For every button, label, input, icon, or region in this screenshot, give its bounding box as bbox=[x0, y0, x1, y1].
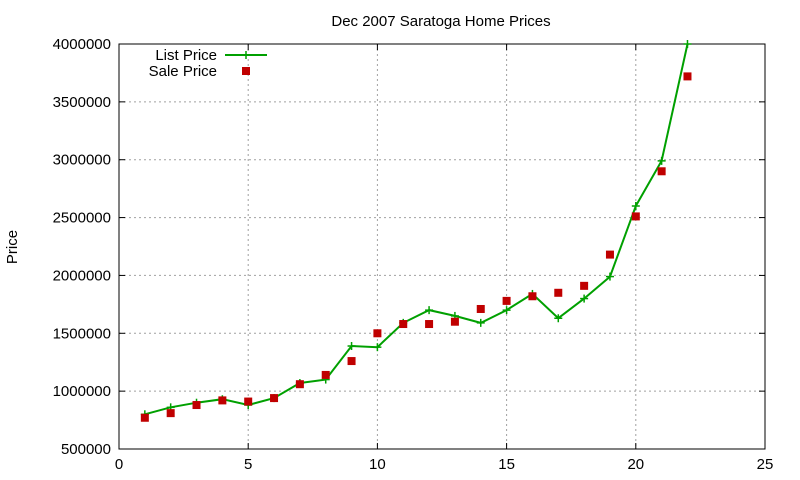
sale-price-point bbox=[605, 250, 614, 259]
sale-price-point bbox=[244, 397, 253, 406]
y-tick-label: 2500000 bbox=[53, 210, 111, 227]
x-tick-label: 0 bbox=[115, 456, 123, 473]
chart-title: Dec 2007 Saratoga Home Prices bbox=[331, 13, 550, 30]
sale-price-point bbox=[166, 409, 175, 418]
y-tick-label: 3000000 bbox=[53, 152, 111, 169]
legend-label: Sale Price bbox=[149, 63, 217, 80]
list-price-point bbox=[554, 314, 563, 323]
sale-price-point bbox=[554, 288, 563, 297]
list-price-point bbox=[683, 40, 692, 48]
y-tick-label: 3500000 bbox=[53, 94, 111, 111]
y-tick-label: 500000 bbox=[61, 441, 111, 458]
sale-price-point bbox=[476, 304, 485, 313]
list-price-point bbox=[605, 272, 614, 281]
axis-ticks: 0 5 10 15 20 25 500000 1000000 1500000 2000000 250… bbox=[53, 36, 774, 473]
x-tick-label: 25 bbox=[757, 456, 774, 473]
list-price-point bbox=[657, 156, 666, 165]
sale-price-point bbox=[502, 296, 511, 305]
sale-price-point bbox=[399, 320, 408, 329]
plot-frame bbox=[118, 43, 766, 450]
y-axis-label: Price bbox=[4, 230, 21, 264]
x-tick-label: 15 bbox=[498, 456, 515, 473]
grid-lines bbox=[119, 44, 765, 449]
list-price-point bbox=[631, 202, 640, 210]
sale-price-point bbox=[450, 317, 459, 326]
legend-label: List Price bbox=[155, 47, 217, 64]
sale-price-point bbox=[270, 394, 279, 403]
x-tick-label: 20 bbox=[627, 456, 644, 473]
sale-price-point bbox=[683, 72, 692, 81]
legend-square-swatch bbox=[242, 67, 250, 75]
y-tick-label: 4000000 bbox=[53, 36, 111, 53]
list-price-point bbox=[347, 342, 356, 351]
sale-price-point bbox=[631, 212, 640, 221]
y-tick-label: 1500000 bbox=[53, 325, 111, 342]
x-tick-label: 5 bbox=[244, 456, 252, 473]
list-price-point bbox=[580, 294, 589, 303]
sale-price-point bbox=[528, 292, 537, 301]
sale-price-point bbox=[347, 357, 356, 366]
list-price-line bbox=[144, 43, 689, 416]
list-price-point bbox=[502, 306, 511, 315]
sale-price-point bbox=[321, 370, 330, 379]
sale-price-point bbox=[295, 380, 304, 389]
list-price-point bbox=[476, 318, 485, 327]
sale-price-point bbox=[657, 167, 666, 176]
sale-price-point bbox=[580, 281, 589, 290]
sale-price-point bbox=[425, 320, 434, 329]
y-tick-label: 1000000 bbox=[53, 383, 111, 400]
sale-price-point bbox=[373, 329, 382, 338]
sale-price-point bbox=[192, 401, 201, 410]
y-tick-label: 2000000 bbox=[53, 267, 111, 284]
sale-price-point bbox=[218, 396, 227, 405]
series-marks bbox=[140, 40, 692, 422]
list-price-point bbox=[425, 306, 434, 315]
sale-price-point bbox=[140, 413, 149, 422]
list-price-point bbox=[373, 343, 382, 352]
x-tick-label: 10 bbox=[369, 456, 386, 473]
